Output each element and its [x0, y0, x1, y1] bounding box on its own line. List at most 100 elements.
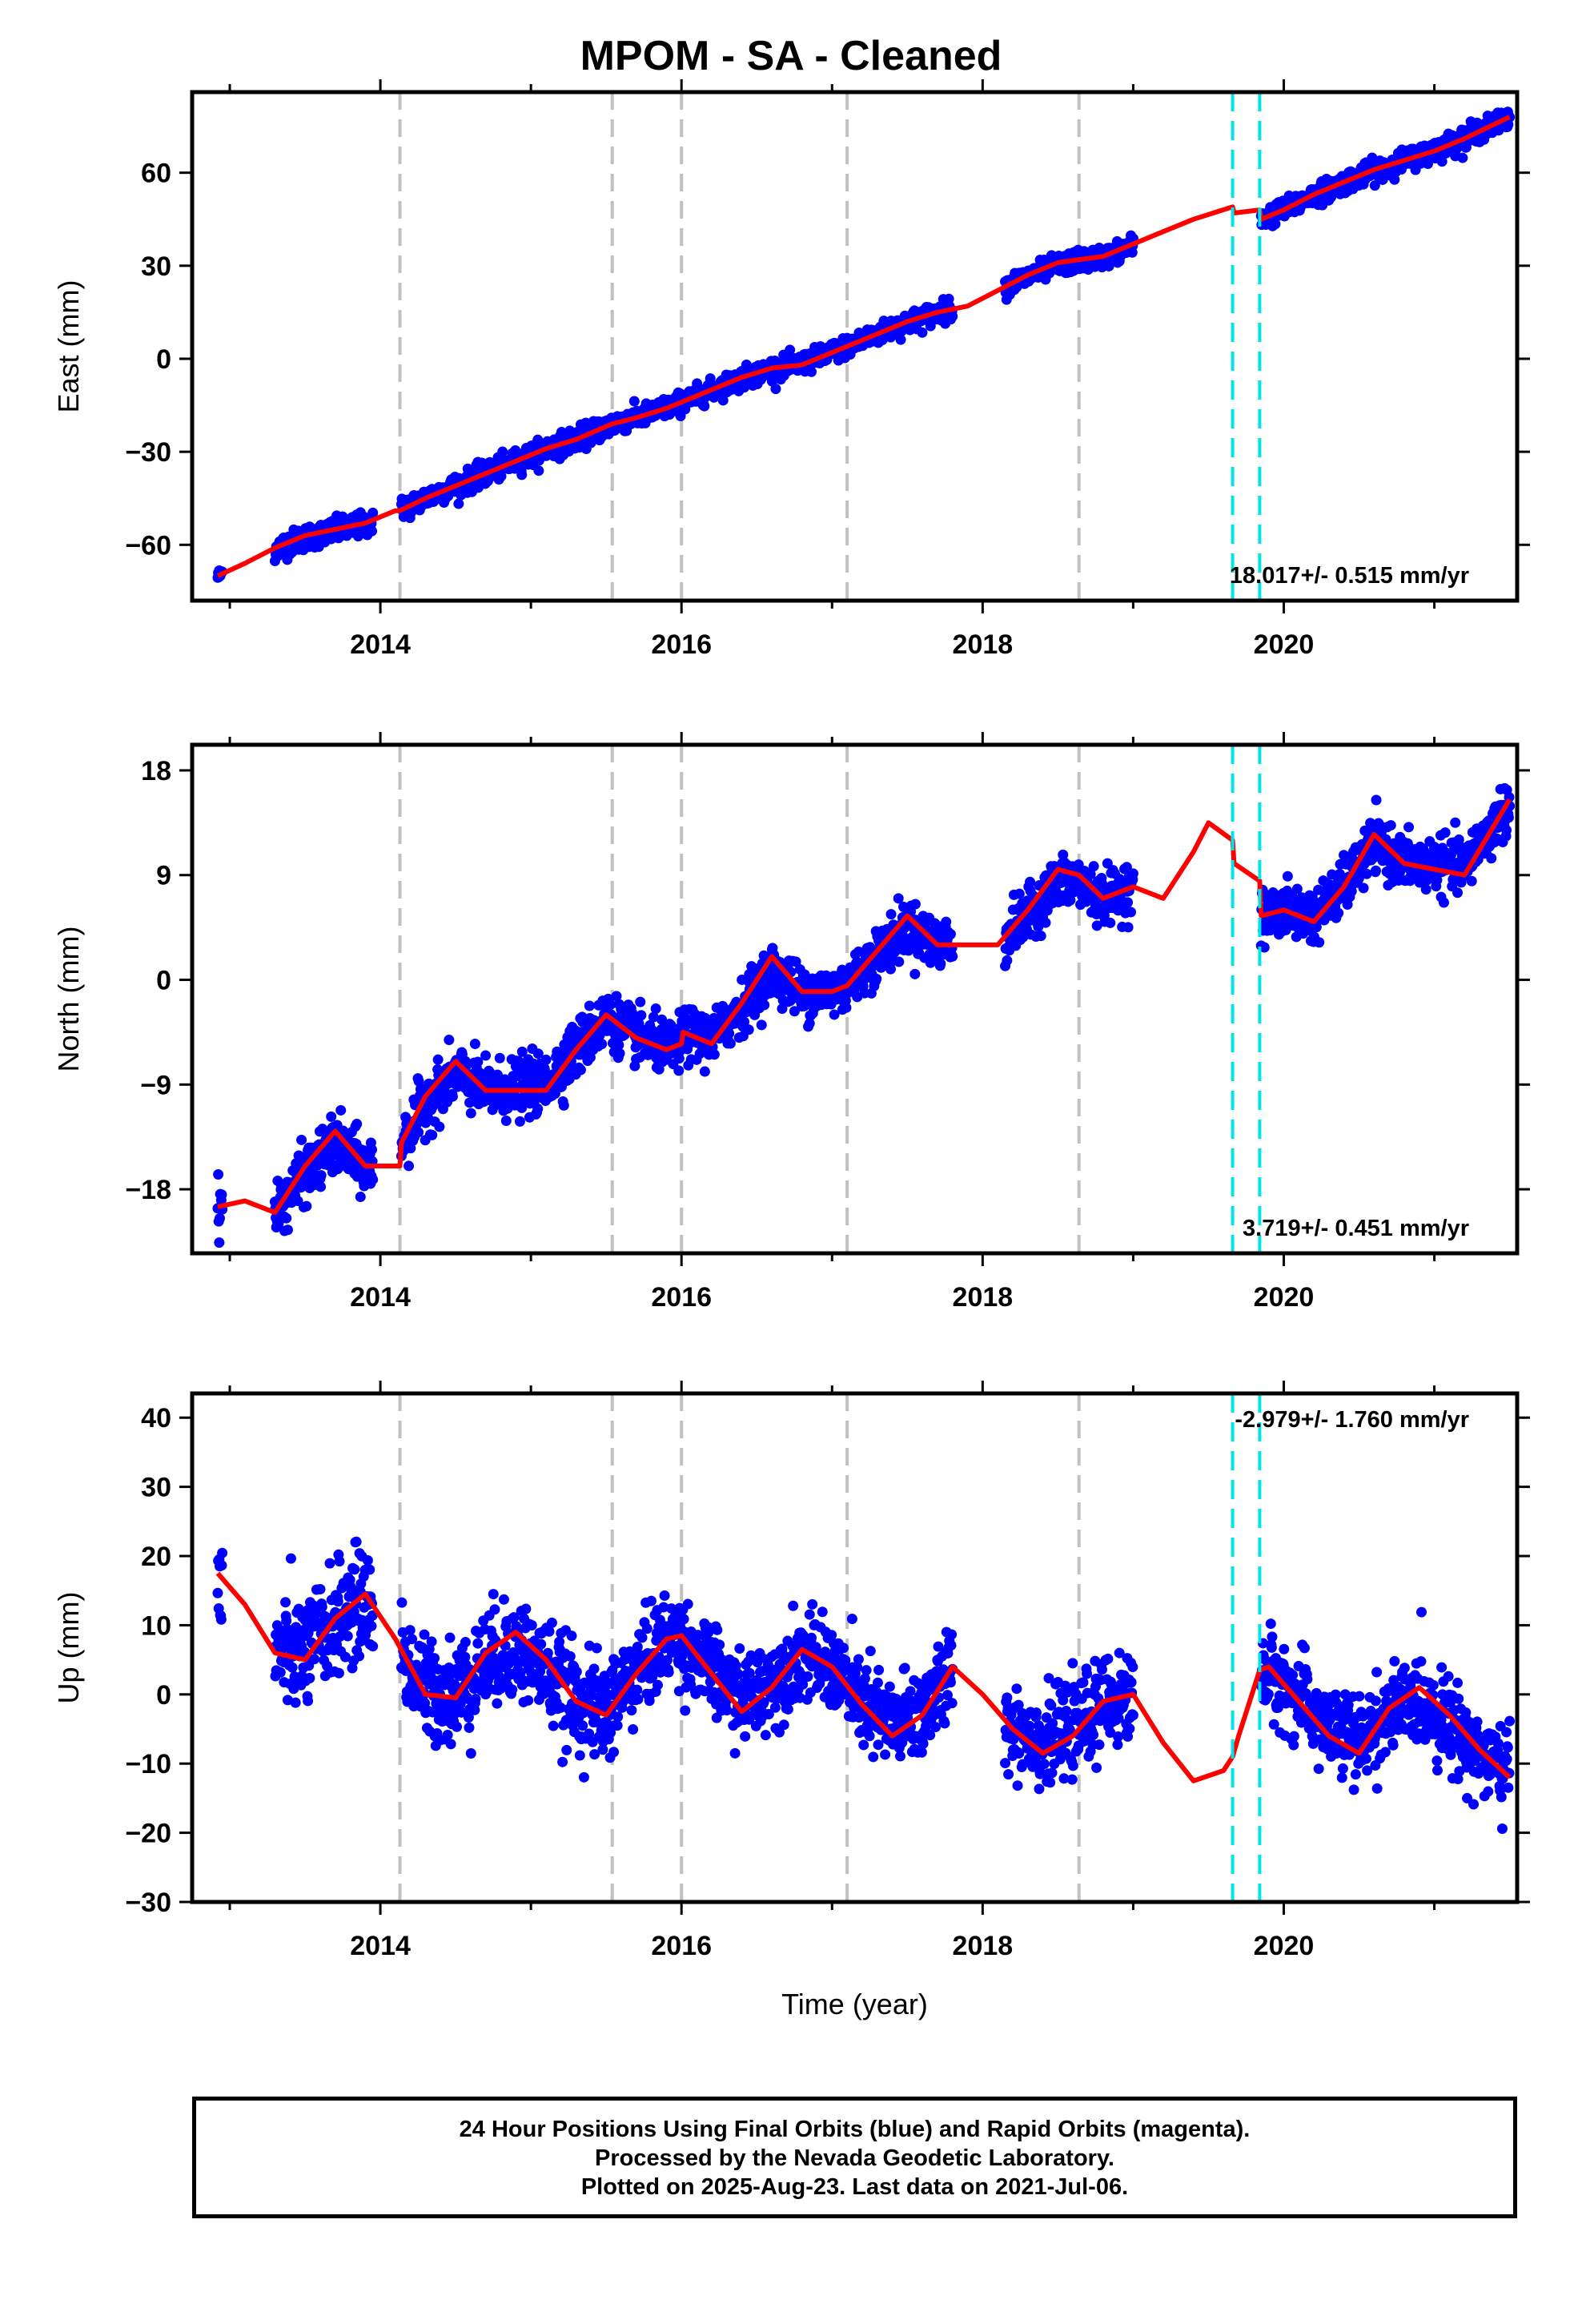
data-point	[1436, 156, 1447, 167]
data-point	[806, 366, 817, 377]
data-point	[1122, 897, 1134, 908]
data-point	[614, 1047, 625, 1059]
data-point	[427, 1129, 438, 1140]
data-point	[1058, 849, 1069, 860]
data-point	[1259, 942, 1270, 953]
chart-title: MPOM - SA - Cleaned	[580, 33, 1002, 79]
data-point	[533, 465, 544, 476]
data-point	[469, 1038, 480, 1049]
data-point	[367, 1610, 378, 1621]
data-point	[301, 1200, 312, 1212]
data-point	[366, 1620, 377, 1631]
y-tick-label: 0	[156, 966, 171, 996]
data-point	[540, 1054, 552, 1065]
data-point	[282, 1224, 293, 1236]
data-point	[1333, 907, 1344, 919]
data-point	[1389, 174, 1400, 185]
data-point	[759, 999, 770, 1011]
data-point	[333, 1667, 344, 1679]
data-point	[214, 1212, 225, 1224]
data-point	[1035, 931, 1046, 942]
data-point	[893, 893, 904, 904]
data-point	[420, 1698, 431, 1709]
data-point	[1088, 861, 1099, 872]
data-point	[1504, 791, 1515, 802]
data-point	[1439, 827, 1451, 838]
data-point	[463, 1711, 474, 1723]
data-point	[1486, 853, 1497, 864]
data-point	[351, 1119, 363, 1130]
x-tick-label: 2020	[1254, 1282, 1315, 1313]
data-point	[426, 1636, 437, 1647]
data-point	[1371, 794, 1382, 806]
data-point	[280, 1597, 291, 1608]
data-point	[756, 1019, 767, 1031]
data-point	[315, 1583, 326, 1594]
data-point	[304, 1673, 315, 1684]
data-point	[500, 1116, 512, 1127]
data-point	[739, 1016, 750, 1027]
data-point	[349, 1564, 360, 1575]
data-point	[452, 1721, 463, 1732]
y-tick-label: 18	[141, 756, 171, 786]
data-point	[396, 1597, 408, 1608]
data-point	[1369, 180, 1380, 191]
x-tick-label: 2014	[350, 629, 411, 660]
data-point	[1361, 868, 1372, 879]
data-point	[895, 334, 906, 345]
data-point	[287, 1662, 298, 1673]
data-point	[909, 968, 921, 979]
data-point	[945, 929, 956, 940]
data-point	[628, 1010, 639, 1021]
data-point	[332, 1596, 343, 1607]
data-point	[367, 1641, 379, 1652]
data-point	[1346, 886, 1357, 897]
data-point	[885, 909, 897, 920]
data-point	[650, 1003, 661, 1014]
data-point	[516, 469, 528, 480]
data-point	[342, 1630, 353, 1642]
plot-area	[212, 745, 1516, 1253]
data-point	[1014, 888, 1025, 899]
data-point	[613, 1039, 624, 1051]
plot-area	[212, 1393, 1516, 1902]
y-tick-label: −9	[140, 1070, 171, 1100]
data-point	[1040, 917, 1051, 928]
data-point	[293, 1603, 304, 1614]
y-axis-title: North (mm)	[52, 927, 85, 1072]
data-point	[1065, 895, 1076, 906]
data-point	[464, 1722, 475, 1733]
data-point	[334, 1556, 345, 1567]
data-point	[315, 1170, 327, 1181]
data-point	[217, 1547, 228, 1558]
plot-frame	[190, 742, 1520, 1256]
data-point	[770, 384, 781, 395]
data-point	[871, 973, 882, 984]
data-point	[316, 1602, 327, 1613]
data-point	[367, 1144, 378, 1156]
data-point	[309, 1654, 320, 1665]
data-point	[1453, 834, 1464, 846]
data-point	[1121, 862, 1132, 873]
data-point	[216, 1189, 227, 1200]
data-point	[532, 1048, 544, 1059]
data-point	[709, 1049, 720, 1060]
data-point	[1457, 152, 1468, 163]
y-axis-title: East (mm)	[52, 280, 85, 413]
data-point	[404, 1160, 415, 1172]
data-point	[303, 1695, 314, 1707]
data-point	[789, 1006, 800, 1017]
data-point	[472, 1056, 484, 1068]
data-point	[558, 1100, 569, 1111]
data-point	[1420, 884, 1431, 895]
data-point	[453, 498, 464, 509]
data-point	[1370, 865, 1381, 876]
data-point	[1002, 955, 1013, 966]
y-tick-label: 0	[156, 344, 171, 375]
plot-area	[212, 92, 1516, 601]
data-point	[216, 1560, 227, 1571]
data-point	[324, 1558, 335, 1569]
data-point	[1503, 812, 1514, 823]
data-point	[1025, 876, 1036, 887]
